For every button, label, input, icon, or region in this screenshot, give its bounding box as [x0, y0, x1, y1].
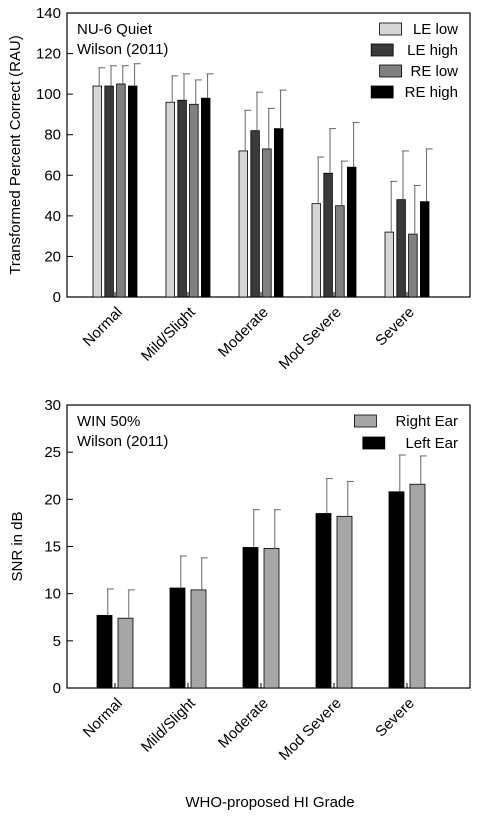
- y-tick-label: 60: [44, 167, 61, 184]
- x-tick-label-normal: Normal: [80, 304, 126, 350]
- bar-re-low-mild-slight: [189, 103, 199, 298]
- bar-re-high-normal: [127, 85, 138, 298]
- bar-re-low-moderate: [262, 148, 272, 298]
- y-tick-label: 15: [44, 539, 61, 556]
- legend-swatch-right-ear: [353, 414, 377, 428]
- legend-swatch-re-high: [370, 85, 394, 99]
- bar-right-ear-mod-severe: [336, 515, 353, 689]
- bar-le-high-severe: [396, 199, 406, 298]
- bar-re-low-mod-severe: [335, 205, 345, 298]
- bar-le-low-moderate: [238, 150, 249, 298]
- bar-left-ear-mild-slight: [169, 587, 186, 689]
- chart-win-50: 0 5 10 15 20 25 30 SNR in dB Normal Mild/Slight Mo…: [9, 397, 471, 764]
- bar-re-low-severe: [408, 233, 418, 298]
- bar-re-high-moderate: [273, 128, 284, 298]
- y-tick-label: 0: [53, 289, 61, 306]
- y-tick-label: 20: [44, 491, 61, 508]
- chart-annotation: NU-6 Quiet: [77, 21, 153, 38]
- chart-annotation: Wilson (2011): [77, 433, 168, 450]
- bar-left-ear-severe: [388, 491, 405, 689]
- legend-swatch-le-high: [370, 43, 394, 57]
- legend-label-left-ear: Left Ear: [405, 435, 458, 452]
- bar-re-high-mod-severe: [346, 166, 357, 298]
- x-tick-label-mild-slight: Mild/Slight: [138, 694, 200, 756]
- bar-le-low-severe: [384, 231, 395, 298]
- bar-right-ear-normal: [117, 617, 134, 689]
- bar-right-ear-severe: [409, 483, 426, 689]
- y-tick-label: 25: [44, 444, 61, 461]
- x-tick-label-severe: Severe: [372, 695, 418, 741]
- y-tick-label: 0: [53, 680, 61, 697]
- bar-re-high-mild-slight: [200, 97, 211, 298]
- bar-left-ear-normal: [96, 614, 113, 689]
- chart-nu6-quiet: 0 20 40 60 80 100 120 140 Transformed Percent Co…: [7, 5, 471, 373]
- legend-label-re-low: RE low: [410, 63, 458, 80]
- y-tick-label: 5: [53, 633, 61, 650]
- x-tick-label-moderate: Moderate: [215, 304, 272, 361]
- chart-annotation: WIN 50%: [77, 413, 140, 430]
- bar-left-ear-mod-severe: [315, 513, 332, 689]
- x-tick-label-mild-slight: Mild/Slight: [138, 303, 200, 365]
- y-tick-label: 30: [44, 397, 61, 414]
- x-tick-label-moderate: Moderate: [215, 695, 272, 752]
- bar-re-high-severe: [419, 201, 430, 298]
- legend-label-le-high: LE high: [407, 42, 458, 59]
- bar-le-low-mild-slight: [165, 101, 176, 298]
- y-tick-label: 140: [36, 5, 61, 22]
- y-axis-label: Transformed Percent Correct (RAU): [7, 35, 24, 275]
- bar-le-low-mod-severe: [311, 203, 322, 298]
- legend-swatch-le-low: [379, 22, 403, 36]
- y-tick-label: 40: [44, 208, 61, 225]
- legend-label-le-low: LE low: [413, 21, 458, 38]
- bar-right-ear-mild-slight: [190, 589, 207, 689]
- bar-le-low-normal: [92, 85, 103, 298]
- bar-le-high-mod-severe: [323, 172, 333, 298]
- bar-le-high-normal: [104, 85, 114, 298]
- bar-re-low-normal: [116, 83, 126, 298]
- y-tick-label: 100: [36, 86, 61, 103]
- x-tick-label-severe: Severe: [372, 304, 418, 350]
- y-tick-label: 10: [44, 586, 61, 603]
- bar-le-high-mild-slight: [177, 99, 187, 298]
- x-tick-label-normal: Normal: [80, 695, 126, 741]
- y-axis-label: SNR in dB: [9, 511, 26, 581]
- bar-right-ear-moderate: [263, 547, 280, 689]
- legend-label-re-high: RE high: [405, 84, 458, 101]
- legend-swatch-re-low: [379, 64, 403, 78]
- y-tick-label: 20: [44, 248, 61, 265]
- legend-label-right-ear: Right Ear: [395, 413, 458, 430]
- x-tick-label-mod-severe: Mod Severe: [276, 304, 345, 373]
- shared-x-axis-title: WHO-proposed HI Grade: [185, 794, 354, 811]
- bar-left-ear-moderate: [242, 547, 259, 689]
- bar-le-high-moderate: [250, 130, 260, 298]
- y-tick-label: 80: [44, 127, 61, 144]
- x-tick-label-mod-severe: Mod Severe: [276, 695, 345, 764]
- y-tick-label: 120: [36, 46, 61, 63]
- chart-annotation: Wilson (2011): [77, 41, 168, 58]
- legend-swatch-left-ear: [362, 436, 386, 450]
